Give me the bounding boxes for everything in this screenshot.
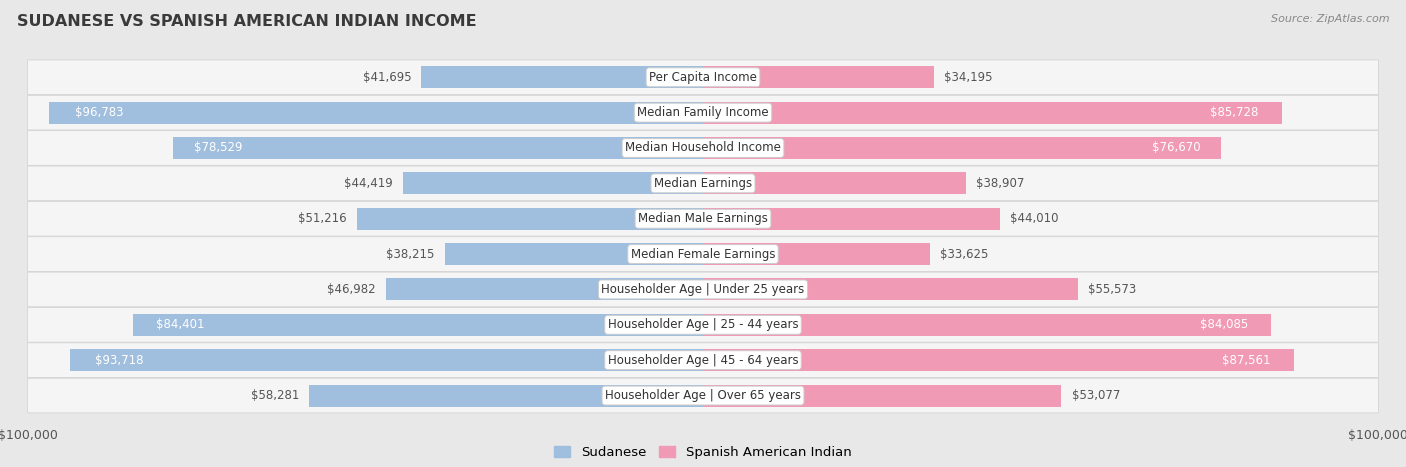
Bar [444, 243, 703, 265]
Text: $76,670: $76,670 [1152, 142, 1201, 155]
Bar [49, 102, 703, 124]
Text: $38,215: $38,215 [387, 248, 434, 261]
Bar [70, 349, 703, 371]
Text: Median Family Income: Median Family Income [637, 106, 769, 119]
Text: $96,783: $96,783 [76, 106, 124, 119]
Text: $58,281: $58,281 [250, 389, 299, 402]
Text: Median Female Earnings: Median Female Earnings [631, 248, 775, 261]
Text: $84,085: $84,085 [1199, 318, 1249, 331]
Text: Householder Age | Over 65 years: Householder Age | Over 65 years [605, 389, 801, 402]
FancyBboxPatch shape [28, 201, 1378, 236]
Text: $78,529: $78,529 [194, 142, 242, 155]
Text: Median Male Earnings: Median Male Earnings [638, 212, 768, 225]
FancyBboxPatch shape [28, 60, 1378, 95]
Text: $44,010: $44,010 [1011, 212, 1059, 225]
FancyBboxPatch shape [28, 237, 1378, 271]
Text: $85,728: $85,728 [1211, 106, 1258, 119]
Text: Householder Age | 25 - 44 years: Householder Age | 25 - 44 years [607, 318, 799, 331]
Bar [703, 278, 1078, 300]
FancyBboxPatch shape [28, 378, 1378, 413]
Bar [703, 314, 1271, 336]
Text: $53,077: $53,077 [1071, 389, 1121, 402]
Bar [703, 66, 934, 88]
Bar [703, 137, 1220, 159]
Bar [134, 314, 703, 336]
Text: $38,907: $38,907 [976, 177, 1025, 190]
Bar [404, 172, 703, 194]
Bar [703, 349, 1295, 371]
Text: $34,195: $34,195 [943, 71, 993, 84]
Text: SUDANESE VS SPANISH AMERICAN INDIAN INCOME: SUDANESE VS SPANISH AMERICAN INDIAN INCO… [17, 14, 477, 29]
Text: Median Household Income: Median Household Income [626, 142, 780, 155]
Text: $93,718: $93,718 [96, 354, 143, 367]
Text: Householder Age | 45 - 64 years: Householder Age | 45 - 64 years [607, 354, 799, 367]
Bar [703, 172, 966, 194]
Text: $84,401: $84,401 [156, 318, 204, 331]
Text: Source: ZipAtlas.com: Source: ZipAtlas.com [1271, 14, 1389, 24]
Bar [422, 66, 703, 88]
Text: Median Earnings: Median Earnings [654, 177, 752, 190]
Text: Per Capita Income: Per Capita Income [650, 71, 756, 84]
Text: $46,982: $46,982 [328, 283, 375, 296]
Legend: Sudanese, Spanish American Indian: Sudanese, Spanish American Indian [550, 441, 856, 465]
Text: $44,419: $44,419 [344, 177, 392, 190]
FancyBboxPatch shape [28, 272, 1378, 307]
Bar [703, 243, 931, 265]
Text: $87,561: $87,561 [1222, 354, 1271, 367]
Text: $33,625: $33,625 [941, 248, 988, 261]
Bar [357, 208, 703, 230]
FancyBboxPatch shape [28, 307, 1378, 342]
Bar [703, 102, 1282, 124]
FancyBboxPatch shape [28, 166, 1378, 201]
Bar [309, 385, 703, 406]
Text: Householder Age | Under 25 years: Householder Age | Under 25 years [602, 283, 804, 296]
Bar [703, 385, 1062, 406]
Text: $55,573: $55,573 [1088, 283, 1136, 296]
FancyBboxPatch shape [28, 95, 1378, 130]
Text: $41,695: $41,695 [363, 71, 411, 84]
Bar [703, 208, 1000, 230]
Bar [173, 137, 703, 159]
FancyBboxPatch shape [28, 343, 1378, 377]
Text: $51,216: $51,216 [298, 212, 347, 225]
FancyBboxPatch shape [28, 131, 1378, 165]
Bar [385, 278, 703, 300]
